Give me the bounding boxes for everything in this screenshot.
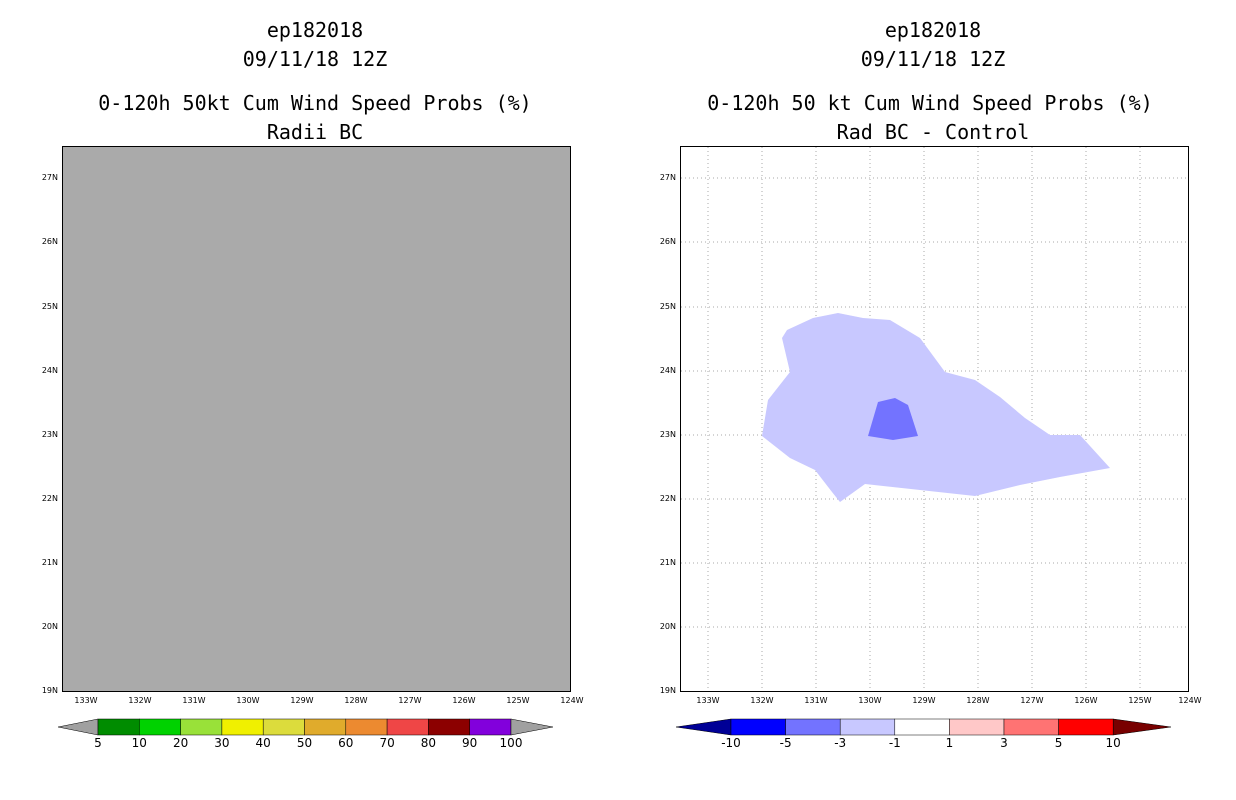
left-colorbar-label: 90 (462, 736, 478, 750)
right-colorbar-low-arrow (675, 718, 732, 736)
right-lon-label: 127W (1020, 696, 1044, 705)
right-colorbar-label: 10 (1105, 736, 1121, 750)
right-lon-label: 128W (966, 696, 990, 705)
right-colorbar-swatch (1058, 718, 1114, 736)
right-colorbar-label: -10 (721, 736, 741, 750)
right-colorbar-swatch (730, 718, 786, 736)
right-lat-label: 23N (659, 430, 676, 439)
right-colorbar-swatch (894, 718, 950, 736)
right-lon-label: 126W (1074, 696, 1098, 705)
right-colorbar-label: -1 (888, 736, 901, 750)
left-lon-label: 133W (74, 696, 98, 705)
left-colorbar (57, 718, 554, 736)
left-lon-label: 129W (290, 696, 314, 705)
right-lon-label: 131W (804, 696, 828, 705)
right-colorbar-swatch (949, 718, 1005, 736)
right-colorbar (675, 718, 1172, 736)
right-lon-label: 129W (912, 696, 936, 705)
right-date: 09/11/18 12Z (860, 47, 1006, 71)
right-lat-label: 26N (659, 237, 676, 246)
right-map-border (680, 146, 1189, 692)
left-map-plot (62, 146, 571, 692)
left-colorbar-label: 40 (255, 736, 271, 750)
left-lon-label: 127W (398, 696, 422, 705)
right-lat-label: 21N (659, 558, 676, 567)
left-colorbar-label: 70 (379, 736, 395, 750)
right-lon-label: 124W (1178, 696, 1202, 705)
right-lon-label: 125W (1128, 696, 1152, 705)
left-colorbar-swatch (139, 718, 181, 736)
right-colorbar-label: -5 (779, 736, 792, 750)
left-lon-label: 132W (128, 696, 152, 705)
left-colorbar-label: 50 (296, 736, 313, 750)
left-colorbar-swatch (221, 718, 264, 736)
left-colorbar-label: 100 (499, 736, 523, 750)
left-storm-id: ep182018 (266, 18, 364, 42)
left-colorbar-high-arrow (510, 718, 554, 736)
right-lat-label: 27N (659, 173, 676, 182)
left-colorbar-label: 5 (94, 736, 102, 750)
right-lat-label: 19N (659, 686, 676, 695)
left-colorbar-swatch (469, 718, 512, 736)
right-storm-id: ep182018 (884, 18, 982, 42)
left-colorbar-swatch (345, 718, 388, 736)
left-lat-label: 23N (41, 430, 58, 439)
right-colorbar-label: 5 (1054, 736, 1063, 750)
right-colorbar-swatch (785, 718, 841, 736)
right-lat-label: 22N (659, 494, 676, 503)
left-colorbar-low-arrow (57, 718, 99, 736)
left-colorbar-label: 30 (214, 736, 230, 750)
left-colorbar-label: 10 (131, 736, 147, 750)
left-lon-label: 125W (506, 696, 530, 705)
left-colorbar-swatch (304, 718, 347, 736)
right-colorbar-label: -3 (834, 736, 847, 750)
left-lat-label: 25N (41, 302, 58, 311)
right-lat-label: 24N (659, 366, 676, 375)
right-colorbar-swatch (839, 718, 896, 736)
right-lon-label: 132W (750, 696, 774, 705)
left-lon-label: 130W (236, 696, 260, 705)
left-colorbar-label: 20 (172, 736, 189, 750)
left-lat-label: 20N (41, 622, 58, 631)
left-lon-label: 126W (452, 696, 476, 705)
left-subtitle: Radii BC (266, 120, 364, 144)
right-colorbar-label: 1 (945, 736, 954, 750)
left-lat-label: 19N (41, 686, 58, 695)
left-lat-label: 27N (41, 173, 58, 182)
left-lon-label: 128W (344, 696, 368, 705)
left-lon-label: 131W (182, 696, 206, 705)
left-date: 09/11/18 12Z (242, 47, 388, 71)
right-lon-label: 130W (858, 696, 882, 705)
left-lat-label: 21N (41, 558, 58, 567)
right-title: 0-120h 50 kt Cum Wind Speed Probs (%) (707, 91, 1153, 115)
left-colorbar-swatch (97, 718, 140, 736)
left-colorbar-swatch (262, 718, 305, 736)
left-lat-label: 26N (41, 237, 58, 246)
right-lat-label: 20N (659, 622, 676, 631)
right-colorbar-label: 3 (1000, 736, 1008, 750)
left-colorbar-label: 80 (420, 736, 437, 750)
probability-difference-light-region (762, 313, 1110, 502)
left-lon-label: 124W (560, 696, 584, 705)
probability-difference-dark-region (868, 398, 918, 440)
left-colorbar-swatch (180, 718, 223, 736)
right-lat-label: 25N (659, 302, 676, 311)
left-colorbar-swatch (428, 718, 470, 736)
right-colorbar-swatch (1003, 718, 1059, 736)
left-colorbar-swatch (386, 718, 429, 736)
right-subtitle: Rad BC - Control (836, 120, 1030, 144)
left-lat-label: 22N (41, 494, 58, 503)
left-lat-label: 24N (41, 366, 58, 375)
right-lon-label: 133W (696, 696, 720, 705)
right-colorbar-high-arrow (1112, 718, 1172, 736)
left-title: 0-120h 50kt Cum Wind Speed Probs (%) (98, 91, 532, 115)
left-colorbar-label: 60 (338, 736, 354, 750)
